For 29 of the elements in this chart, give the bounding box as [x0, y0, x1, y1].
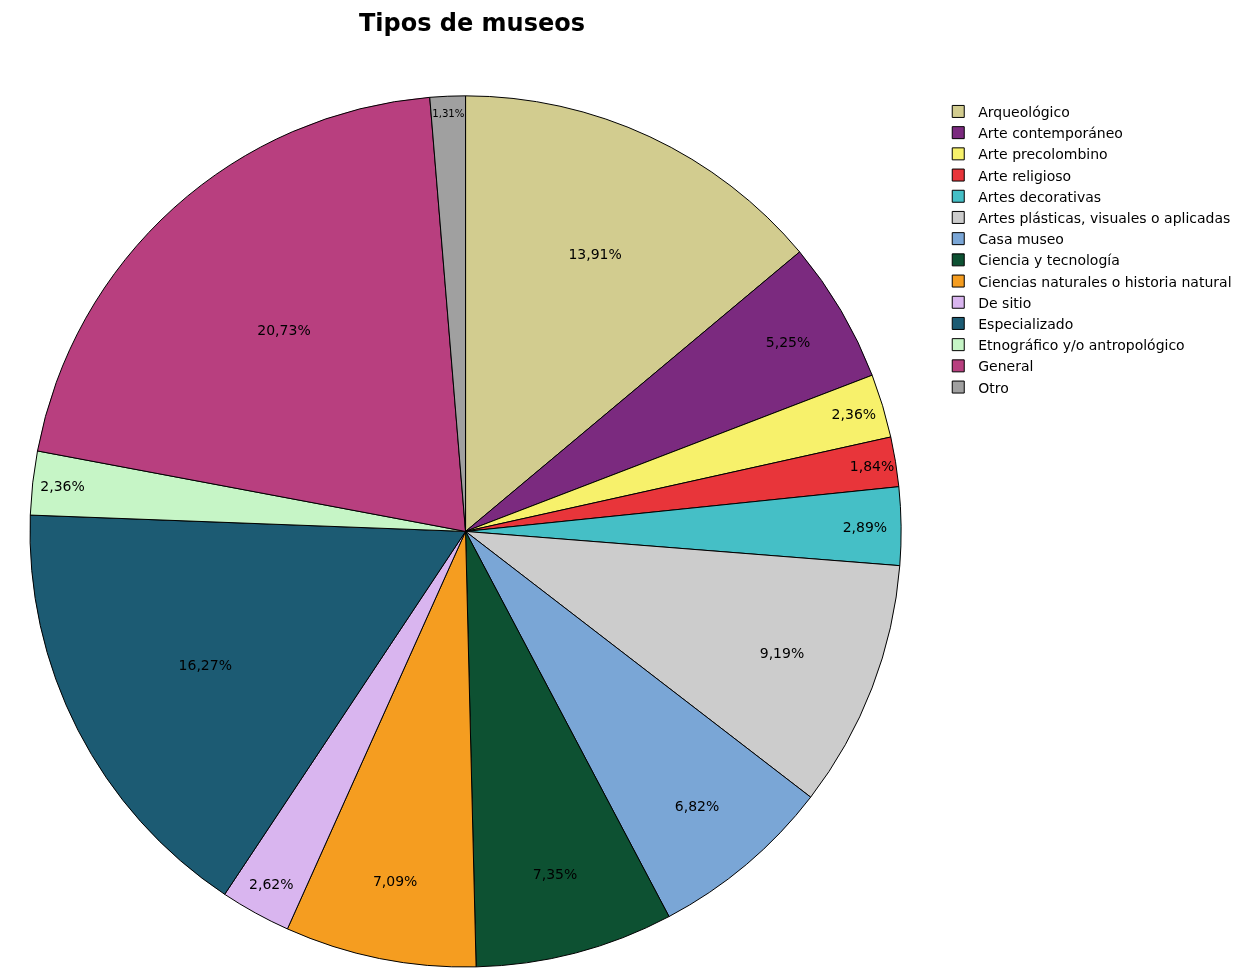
- legend-label: Arte precolombino: [978, 146, 1108, 163]
- data-label: 2,36%: [40, 478, 85, 495]
- data-label: 7,35%: [532, 866, 578, 883]
- data-label: 9,19%: [759, 645, 805, 662]
- data-label: 13,91%: [568, 246, 622, 263]
- data-label: 1,84%: [849, 457, 895, 474]
- legend-label: General: [978, 358, 1034, 375]
- legend-label: Casa museo: [978, 231, 1064, 248]
- legend-label: Artes decorativas: [978, 188, 1102, 205]
- legend-label: De sitio: [978, 294, 1032, 311]
- data-label: 7,09%: [372, 873, 418, 890]
- legend-label: Ciencia y tecnología: [978, 252, 1120, 269]
- data-label: 5,25%: [765, 333, 811, 350]
- data-label: 1,31%: [432, 108, 465, 120]
- legend-label: Ciencias naturales o historia natural: [978, 273, 1232, 290]
- data-label: 2,89%: [842, 518, 888, 535]
- chart-title: Tipos de museos: [358, 9, 586, 38]
- data-label: 2,62%: [249, 875, 294, 892]
- data-label: 16,27%: [178, 656, 232, 673]
- legend-label: Arte religioso: [978, 167, 1072, 184]
- legend-label: Otro: [978, 379, 1009, 396]
- data-label: 6,82%: [674, 798, 720, 815]
- legend-label: Arqueológico: [978, 103, 1070, 120]
- legend-label: Etnográfico y/o antropológico: [978, 337, 1185, 354]
- legend-label: Arte contemporáneo: [978, 125, 1123, 142]
- legend-label: Artes plásticas, visuales o aplicadas: [978, 209, 1231, 226]
- data-label: 20,73%: [257, 322, 311, 339]
- legend-label: Especializado: [978, 315, 1074, 332]
- data-label: 2,36%: [831, 406, 877, 423]
